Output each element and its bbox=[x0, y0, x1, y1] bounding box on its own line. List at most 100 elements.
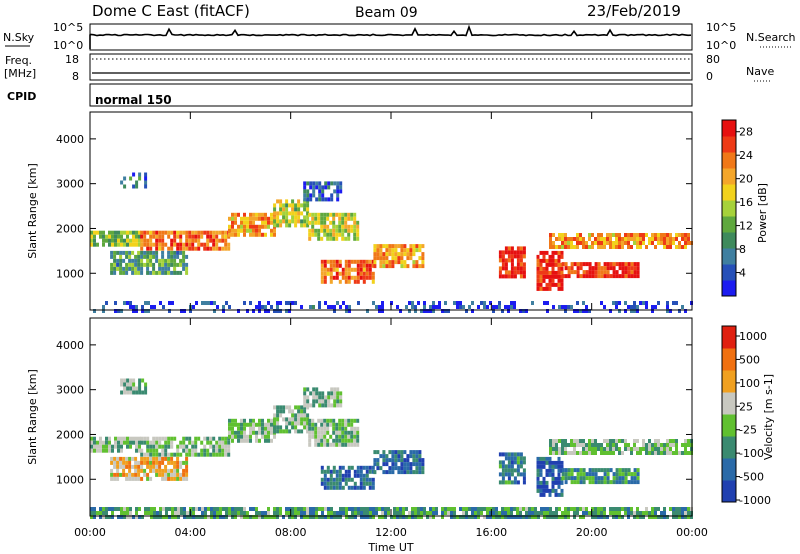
power-cell bbox=[542, 274, 546, 279]
power-cell bbox=[579, 266, 583, 271]
velocity-cell bbox=[588, 451, 591, 455]
velocity-cell bbox=[450, 515, 453, 519]
velocity-cell bbox=[492, 515, 495, 519]
velocity-cell bbox=[312, 511, 315, 515]
power-cell bbox=[332, 236, 336, 241]
power-cell bbox=[249, 216, 252, 221]
velocity-cell bbox=[116, 476, 120, 481]
velocity-cell bbox=[489, 515, 492, 519]
velocity-cell bbox=[376, 450, 380, 455]
velocity-cell bbox=[122, 456, 126, 461]
velocity-cell bbox=[516, 468, 520, 473]
power-cell bbox=[600, 301, 603, 305]
power-cell bbox=[539, 278, 543, 283]
velocity-cell bbox=[201, 515, 204, 519]
velocity-cell bbox=[435, 507, 438, 511]
velocity-cell bbox=[657, 515, 660, 519]
power-cell bbox=[134, 258, 138, 263]
velocity-cell bbox=[125, 472, 129, 477]
velocity-cell bbox=[332, 481, 336, 486]
power-cell bbox=[132, 238, 135, 243]
power-cell bbox=[146, 266, 150, 271]
power-cell bbox=[382, 252, 386, 257]
velocity-cell bbox=[185, 448, 189, 453]
power-cell bbox=[182, 250, 186, 255]
power-cell bbox=[168, 309, 171, 313]
power-cell bbox=[314, 212, 318, 217]
xaxis-label: Time UT bbox=[367, 541, 413, 554]
velocity-cell bbox=[146, 464, 150, 469]
power-cell bbox=[135, 180, 139, 185]
velocity-cell bbox=[501, 515, 504, 519]
velocity-cell bbox=[534, 515, 537, 519]
power-cell bbox=[329, 232, 333, 237]
power-cell bbox=[311, 232, 315, 237]
velocity-cell bbox=[126, 390, 130, 395]
power-cell bbox=[548, 258, 552, 263]
velocity-cell bbox=[297, 429, 301, 434]
velocity-cell bbox=[90, 440, 93, 445]
power-cell bbox=[197, 246, 201, 251]
velocity-cell bbox=[597, 511, 600, 515]
velocity-cell bbox=[314, 430, 318, 435]
velocity-cell bbox=[188, 440, 192, 445]
velocity-cell bbox=[138, 436, 141, 441]
velocity-cell bbox=[218, 436, 222, 441]
power-cell bbox=[548, 282, 552, 287]
velocity-cell bbox=[134, 464, 138, 469]
power-cell bbox=[249, 220, 252, 225]
velocity-cell bbox=[332, 426, 336, 431]
power-cell bbox=[418, 248, 422, 253]
power-cell bbox=[612, 262, 616, 267]
power-cell bbox=[338, 212, 342, 217]
velocity-cell bbox=[285, 511, 288, 515]
power-cell bbox=[246, 228, 249, 233]
power-cell bbox=[210, 301, 213, 305]
velocity-cell bbox=[330, 515, 333, 519]
velocity-cell bbox=[312, 395, 316, 400]
velocity-cell bbox=[522, 507, 525, 511]
velocity-cell bbox=[320, 465, 324, 470]
velocity-cell bbox=[564, 511, 567, 515]
velocity-cell bbox=[612, 480, 616, 485]
power-cell bbox=[143, 262, 147, 267]
power-cell bbox=[144, 172, 148, 177]
power-cell bbox=[209, 238, 213, 243]
velocity-cell bbox=[339, 403, 343, 408]
velocity-cell bbox=[335, 434, 339, 439]
velocity-cell bbox=[323, 426, 327, 431]
velocity-cell bbox=[123, 440, 126, 445]
velocity-cell bbox=[179, 440, 183, 445]
velocity-cell bbox=[554, 492, 558, 497]
velocity-cell bbox=[215, 440, 219, 445]
power-cell bbox=[341, 275, 345, 280]
velocity-cell bbox=[321, 511, 324, 515]
power-cell bbox=[356, 267, 360, 272]
velocity-cell bbox=[651, 515, 654, 519]
power-cell bbox=[155, 238, 159, 243]
power-cell bbox=[264, 305, 267, 309]
power-cell bbox=[146, 262, 150, 267]
velocity-cell bbox=[273, 507, 276, 511]
velocity-cell bbox=[536, 488, 540, 493]
velocity-cell bbox=[114, 440, 117, 445]
power-cell bbox=[311, 216, 315, 221]
power-cell bbox=[314, 228, 318, 233]
velocity-cell bbox=[371, 485, 375, 490]
velocity-cell bbox=[582, 468, 586, 473]
power-cell bbox=[648, 237, 651, 241]
velocity-cell bbox=[321, 515, 324, 519]
nave-tick-top: 80 bbox=[706, 53, 720, 66]
velocity-cell bbox=[594, 515, 597, 519]
power-cell bbox=[507, 250, 511, 255]
velocity-cell bbox=[513, 456, 517, 461]
velocity-cell bbox=[291, 507, 294, 511]
velocity-cell bbox=[327, 511, 330, 515]
velocity-cell bbox=[426, 515, 429, 519]
velocity-cell bbox=[353, 469, 357, 474]
power-cell bbox=[309, 197, 313, 202]
velocity-cell bbox=[270, 426, 273, 431]
power-cell bbox=[123, 238, 126, 243]
power-cell bbox=[591, 241, 594, 245]
power-cell bbox=[498, 274, 502, 279]
